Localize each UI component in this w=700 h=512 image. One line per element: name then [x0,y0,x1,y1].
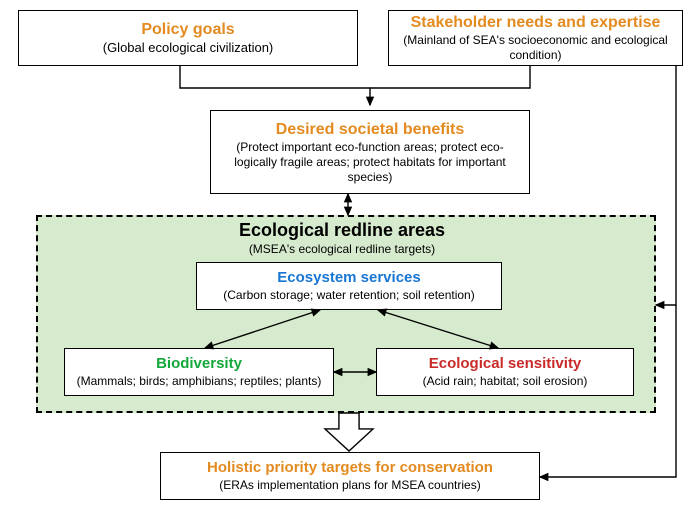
arrows-layer [0,0,700,512]
arrow-policy-down [180,66,370,105]
arrow-stake-down [370,66,530,88]
arrow-serv-bio [205,310,320,348]
arrow-serv-sens [378,310,498,348]
arrow-stake-holistic [540,305,676,477]
hollow-down-arrow [325,413,373,451]
arrow-stake-right-down [656,66,676,305]
